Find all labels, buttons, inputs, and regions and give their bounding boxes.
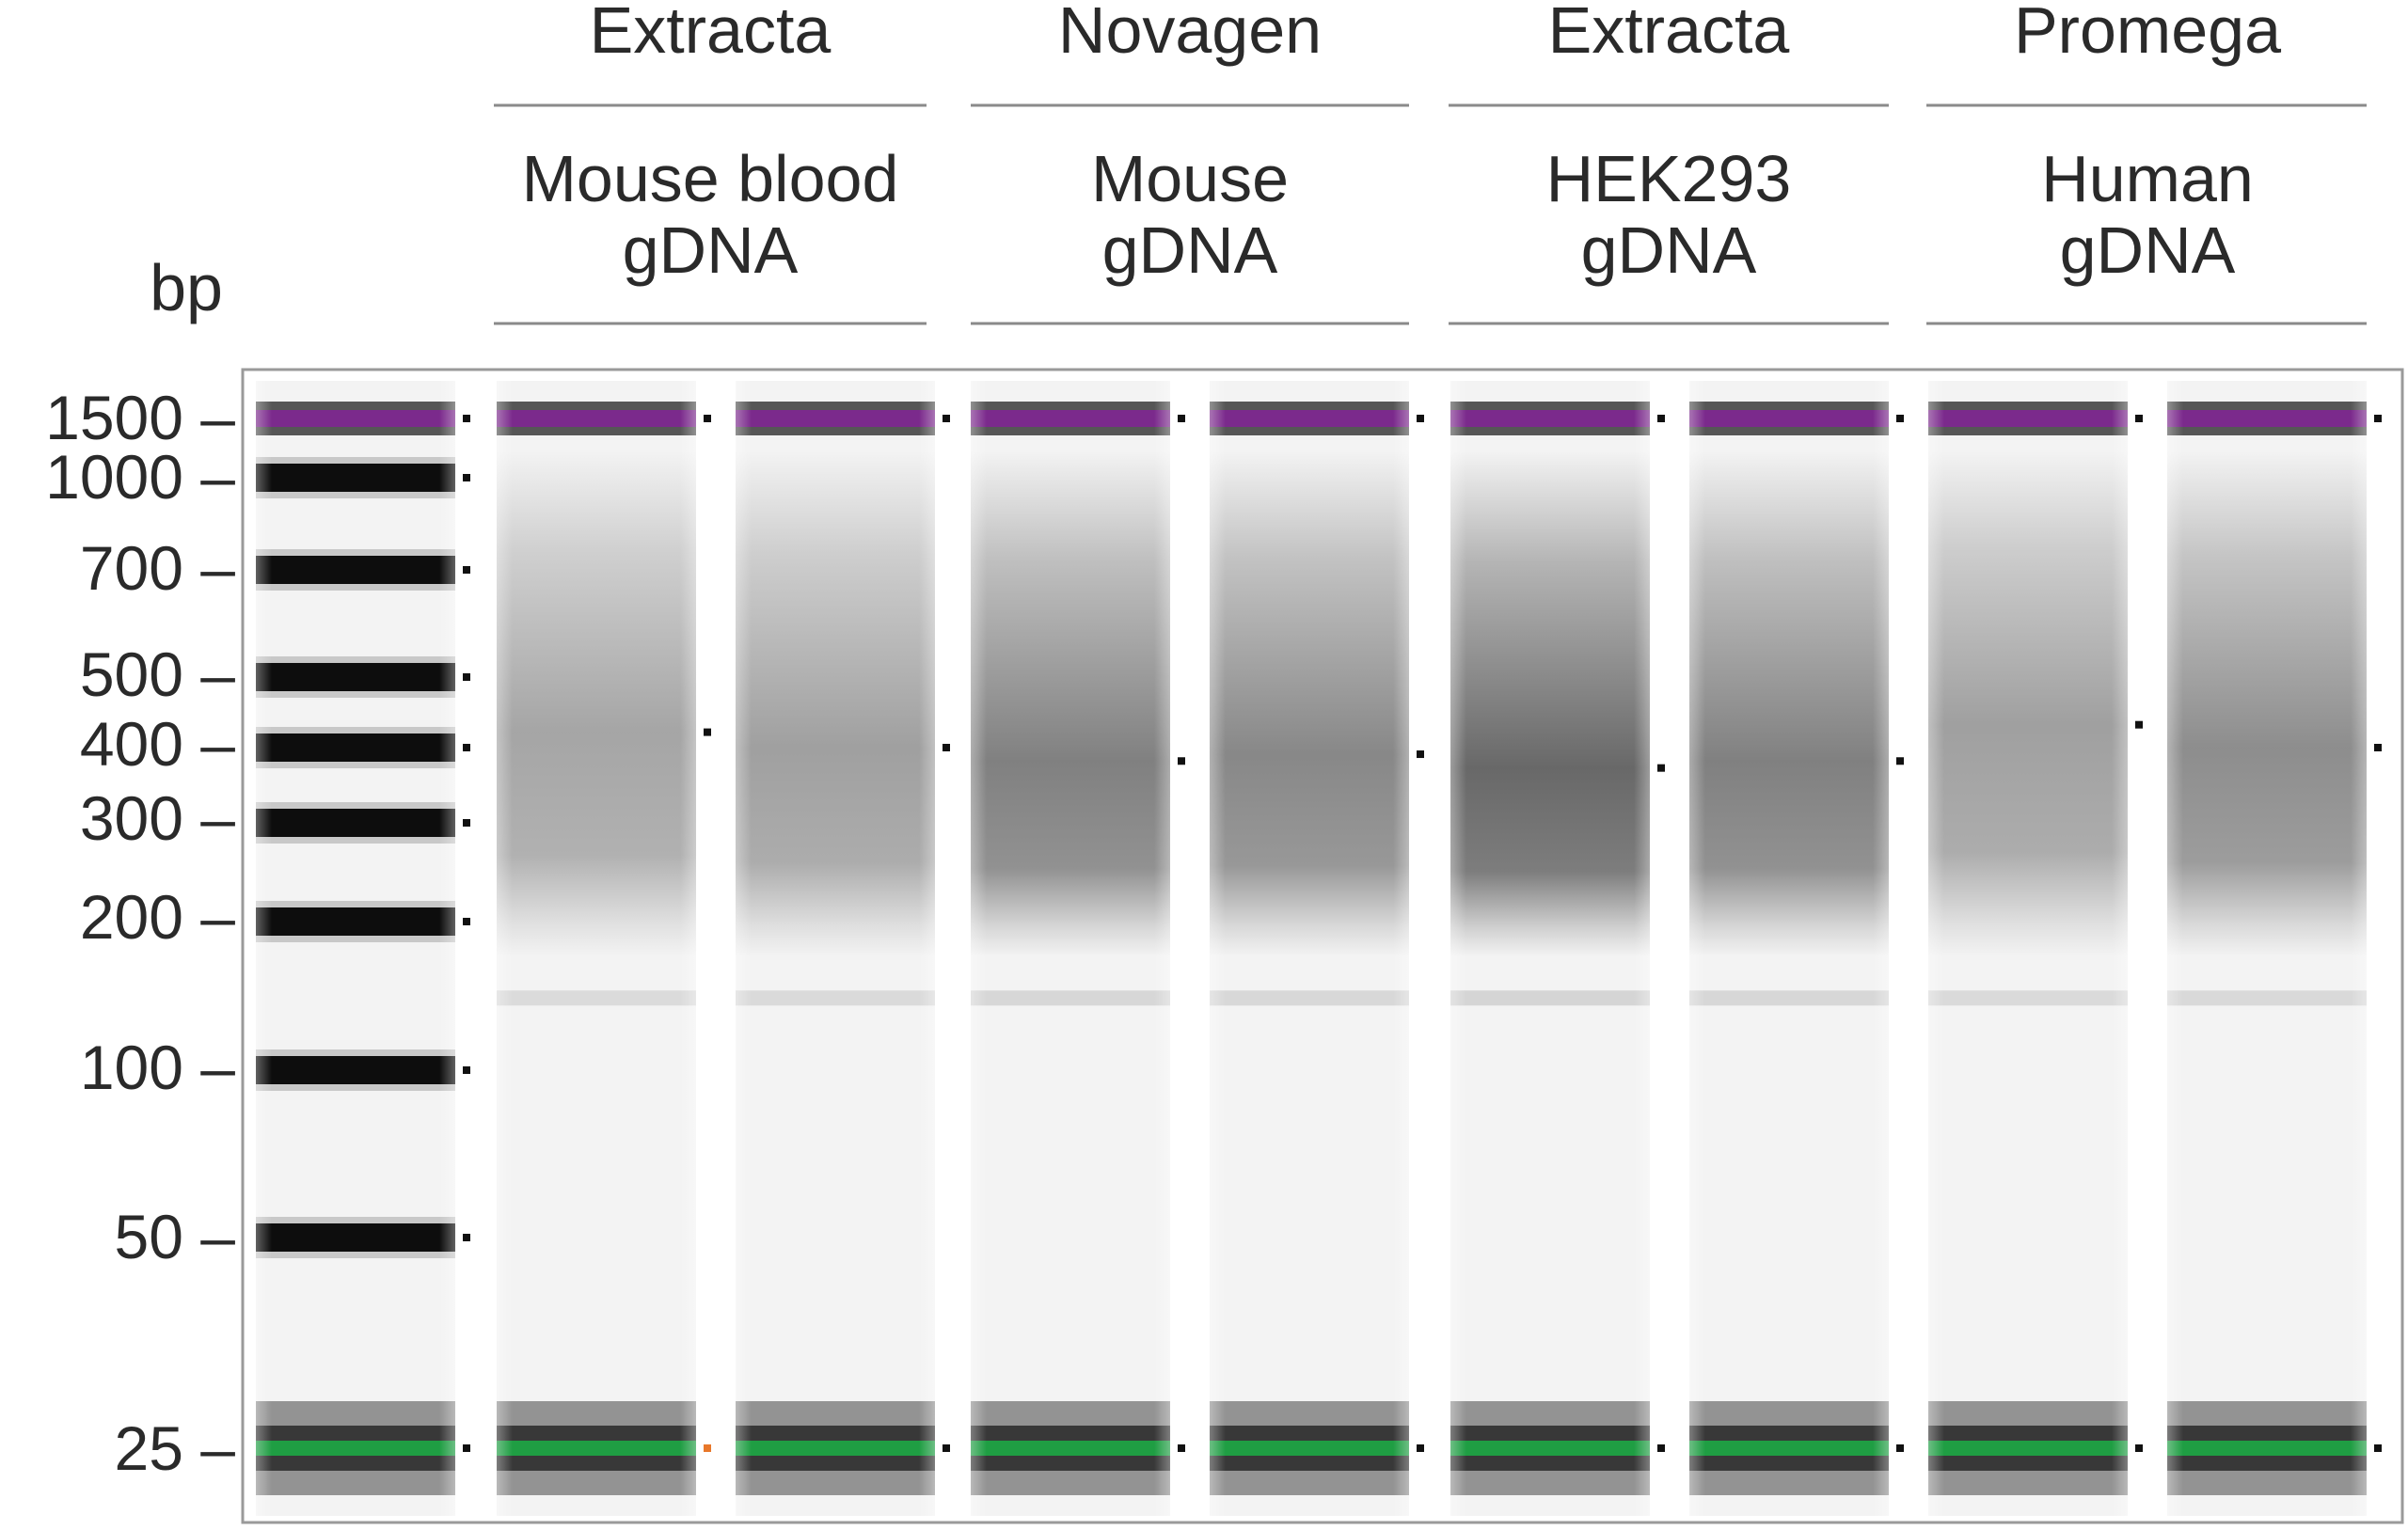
ladder-label: 500 –: [80, 639, 235, 709]
lane-edge-fade: [971, 381, 1170, 1516]
sample-lane-8-smear-peak-dot: [2374, 744, 2382, 751]
sample-lane-4-upper-peak-dot: [1417, 415, 1424, 422]
lane-edge-fade: [736, 381, 935, 1516]
ladder-peak-dot: [463, 918, 470, 925]
vendor-label: Extracta: [590, 0, 832, 67]
sample-lane-2-upper-peak-dot: [943, 415, 950, 422]
sample-label-line2: gDNA: [2060, 213, 2236, 287]
ladder-peak-dot: [463, 819, 470, 827]
ladder-upper-peak-dot: [463, 415, 470, 422]
group-header: Extracta Mouse blood gDNA: [494, 0, 927, 325]
sample-lane-3-upper-peak-dot: [1178, 415, 1185, 422]
sample-lane-1-lower-peak-dot: [704, 1444, 711, 1452]
sample-label-line1: Mouse: [1091, 142, 1289, 215]
unit-label: bp: [150, 251, 223, 324]
ladder-lower-peak-dot: [463, 1444, 470, 1452]
ladder-label: 50 –: [115, 1202, 236, 1271]
lane-edge-fade: [1210, 381, 1409, 1516]
sample-label-line2: gDNA: [623, 213, 799, 287]
sample-lane-5-lower-peak-dot: [1657, 1444, 1665, 1452]
ladder-label: 200 –: [80, 882, 235, 952]
sample-lane-2-smear-peak-dot: [943, 744, 950, 751]
group-header: Extracta HEK293 gDNA: [1449, 0, 1889, 325]
sample-lane-8-upper-peak-dot: [2374, 415, 2382, 422]
ladder-label: 700 –: [80, 533, 235, 603]
sample-lane-7-upper-peak-dot: [2135, 415, 2143, 422]
lane-edge-fade: [256, 381, 455, 1516]
sample-lane-1-smear-peak-dot: [704, 728, 711, 736]
sample-label-line2: gDNA: [1102, 213, 1278, 287]
sample-lane-2-lower-peak-dot: [943, 1444, 950, 1452]
ladder-peak-dot: [463, 1066, 470, 1074]
ladder-label: 1500 –: [45, 383, 235, 452]
sample-lane-3-lower-peak-dot: [1178, 1444, 1185, 1452]
sample-lane-1-upper-peak-dot: [704, 415, 711, 422]
lane-edge-fade: [1689, 381, 1889, 1516]
vendor-label: Promega: [2014, 0, 2281, 67]
ladder-labels: 1500 – 1000 – 700 – 500 – 400 – 300 – 20…: [45, 383, 235, 1483]
ladder-label: 25 –: [115, 1413, 236, 1483]
sample-label-line2: gDNA: [1581, 213, 1757, 287]
vendor-label: Extracta: [1548, 0, 1790, 67]
lane-edge-fade: [1928, 381, 2128, 1516]
sample-lane-6-lower-peak-dot: [1896, 1444, 1904, 1452]
sample-label-line1: Human: [2041, 142, 2254, 215]
ladder-peak-dot: [463, 566, 470, 574]
lane-edge-fade: [1450, 381, 1650, 1516]
sample-lane-7-smear-peak-dot: [2135, 720, 2143, 729]
sample-lane-6-upper-peak-dot: [1896, 415, 1904, 422]
ladder-peak-dot: [463, 1234, 470, 1241]
sample-lane-8-lower-peak-dot: [2374, 1444, 2382, 1452]
ladder-label: 400 –: [80, 709, 235, 779]
sample-lane-4-lower-peak-dot: [1417, 1444, 1424, 1452]
lane-edge-fade: [2167, 381, 2367, 1516]
sample-lane-6-smear-peak-dot: [1896, 757, 1904, 765]
sample-lane-4-smear-peak-dot: [1417, 750, 1424, 759]
ladder-peak-dot: [463, 744, 470, 751]
sample-label-line1: HEK293: [1546, 142, 1792, 215]
gel-lanes: [256, 381, 2382, 1516]
ladder-peak-dot: [463, 474, 470, 481]
ladder-label: 1000 –: [45, 442, 235, 512]
ladder-label: 300 –: [80, 783, 235, 853]
lane-edge-fade: [497, 381, 696, 1516]
sample-lane-5-smear-peak-dot: [1657, 764, 1665, 772]
sample-label-line1: Mouse blood: [522, 142, 899, 215]
ladder-peak-dot: [463, 673, 470, 681]
group-header: Novagen Mouse gDNA: [971, 0, 1409, 325]
sample-lane-5-upper-peak-dot: [1657, 415, 1665, 422]
ladder-label: 100 –: [80, 1033, 235, 1102]
vendor-label: Novagen: [1058, 0, 1322, 67]
sample-lane-7-lower-peak-dot: [2135, 1444, 2143, 1452]
group-header: Promega Human gDNA: [1926, 0, 2367, 325]
group-headers: Extracta Mouse blood gDNA Novagen Mouse …: [494, 0, 2367, 325]
sample-lane-3-smear-peak-dot: [1178, 757, 1185, 765]
